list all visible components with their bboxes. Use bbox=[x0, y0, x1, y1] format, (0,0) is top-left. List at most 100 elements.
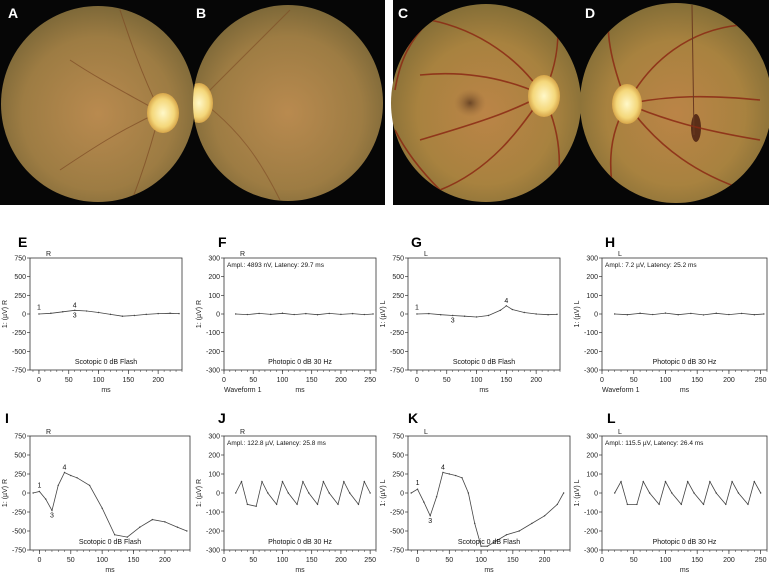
fundus-photo-c bbox=[391, 0, 581, 202]
data-point bbox=[369, 492, 371, 494]
x-tick-label: 100 bbox=[471, 377, 483, 384]
data-point bbox=[372, 313, 374, 315]
amplitude-latency-readout: Ampl.: 122.8 µV, Latency: 25.8 ms bbox=[227, 440, 327, 447]
y-tick-label: -750 bbox=[390, 548, 404, 555]
stimulus-label: Scotopic 0 dB Flash bbox=[75, 359, 137, 366]
data-point bbox=[234, 492, 237, 494]
data-point bbox=[556, 313, 558, 316]
data-point bbox=[145, 313, 147, 316]
eye-tag: R bbox=[46, 429, 51, 436]
erg-panel-i: R 750 500 250 0 -250 -500 -750 0 50 100 150 200 1: (µ… bbox=[0, 422, 200, 581]
data-point bbox=[410, 492, 412, 494]
peak-marker-4: 4 bbox=[73, 302, 77, 309]
data-point bbox=[547, 314, 549, 316]
x-tick-label: 0 bbox=[600, 377, 604, 384]
x-tick-label: 0 bbox=[37, 377, 41, 384]
y-tick-label: 200 bbox=[586, 274, 598, 281]
data-point bbox=[448, 473, 450, 475]
x-tick-label: 0 bbox=[415, 377, 419, 384]
data-point bbox=[293, 313, 295, 316]
x-tick-label: 150 bbox=[691, 557, 703, 564]
data-point bbox=[246, 503, 249, 506]
y-tick-label: 200 bbox=[208, 453, 220, 460]
y-axis-label: 1: (µV) L bbox=[380, 479, 387, 506]
data-point bbox=[51, 509, 53, 512]
stimulus-label: Photopic 0 dB 30 Hz bbox=[653, 359, 717, 366]
x-tick-label: 150 bbox=[128, 557, 140, 564]
eye-tag: R bbox=[240, 251, 245, 258]
panel-letter-l: L bbox=[607, 410, 616, 426]
y-tick-label: -300 bbox=[206, 368, 220, 375]
data-point bbox=[753, 314, 756, 316]
data-point bbox=[499, 309, 502, 311]
data-point bbox=[133, 314, 136, 317]
erg-chart-e: R 750 500 250 0 -250 -500 -750 0 50 100 150 200 1: (µ… bbox=[2, 251, 183, 394]
x-tick-label: 200 bbox=[539, 557, 551, 564]
x-tick-label: 0 bbox=[222, 557, 226, 564]
data-point bbox=[535, 313, 537, 315]
data-point bbox=[428, 312, 430, 315]
data-point bbox=[626, 503, 629, 506]
data-point bbox=[38, 313, 40, 315]
x-axis-label: ms bbox=[295, 387, 305, 394]
data-point bbox=[50, 312, 52, 314]
eye-tag: R bbox=[240, 429, 245, 436]
data-point bbox=[690, 312, 692, 315]
erg-panel-j: R 300 200 100 0 -100 -200 -300 0 50 100 150 200 250 1:… bbox=[194, 422, 386, 581]
data-point bbox=[753, 480, 756, 483]
amplitude-latency-readout: Ampl.: 4893 nV, Latency: 29.7 ms bbox=[227, 262, 325, 269]
x-tick-label: 150 bbox=[501, 377, 513, 384]
data-point bbox=[461, 477, 463, 479]
y-tick-label: 750 bbox=[14, 256, 26, 263]
y-tick-label: 250 bbox=[14, 472, 26, 479]
data-point bbox=[186, 530, 188, 532]
stimulus-label: Scotopic 0 dB Flash bbox=[453, 359, 515, 366]
data-point bbox=[452, 314, 454, 317]
y-tick-label: -100 bbox=[584, 330, 598, 337]
x-axis-label: ms bbox=[479, 387, 489, 394]
panel-letter-c: C bbox=[398, 5, 409, 21]
data-point bbox=[737, 492, 740, 494]
fundus-images: A B C D bbox=[0, 0, 769, 205]
data-point bbox=[363, 313, 366, 316]
data-point bbox=[157, 312, 159, 315]
data-point bbox=[454, 474, 457, 477]
y-tick-label: 200 bbox=[208, 274, 220, 281]
data-point bbox=[747, 503, 749, 506]
data-point bbox=[467, 492, 470, 494]
y-tick-label: 750 bbox=[14, 434, 26, 441]
x-tick-label: 50 bbox=[67, 557, 75, 564]
data-point bbox=[121, 315, 124, 317]
peak-marker-1: 1 bbox=[416, 480, 420, 487]
x-axis-label: ms bbox=[295, 567, 305, 574]
data-point bbox=[267, 492, 269, 494]
x-tick-label: 200 bbox=[723, 377, 735, 384]
data-point bbox=[664, 312, 667, 314]
data-point bbox=[740, 312, 743, 315]
amplitude-latency-readout: Ampl.: 7.2 µV, Latency: 25.2 ms bbox=[605, 262, 697, 269]
x-tick-label: 50 bbox=[445, 557, 453, 564]
y-tick-label: 0 bbox=[216, 491, 220, 498]
data-point bbox=[234, 313, 237, 315]
data-point bbox=[76, 477, 78, 479]
y-tick-label: -250 bbox=[390, 330, 404, 337]
panel-letter-g: G bbox=[411, 234, 422, 250]
y-tick-label: 250 bbox=[392, 472, 404, 479]
data-point bbox=[493, 541, 495, 544]
plot-frame bbox=[407, 435, 571, 551]
data-point bbox=[270, 313, 272, 316]
y-tick-label: 0 bbox=[400, 312, 404, 319]
y-tick-label: -300 bbox=[584, 548, 598, 555]
y-tick-label: -200 bbox=[206, 349, 220, 356]
y-axis-label: 1: (µV) R bbox=[2, 479, 9, 507]
y-tick-label: -100 bbox=[206, 330, 220, 337]
x-tick-label: 50 bbox=[249, 377, 257, 384]
x-tick-label: 150 bbox=[306, 557, 318, 564]
data-point bbox=[74, 309, 76, 311]
peak-marker-3: 3 bbox=[50, 512, 54, 519]
data-point bbox=[475, 316, 478, 318]
eye-tag: R bbox=[46, 251, 51, 258]
waveform-label: Waveform 1 bbox=[224, 387, 262, 394]
y-tick-label: 750 bbox=[392, 434, 404, 441]
